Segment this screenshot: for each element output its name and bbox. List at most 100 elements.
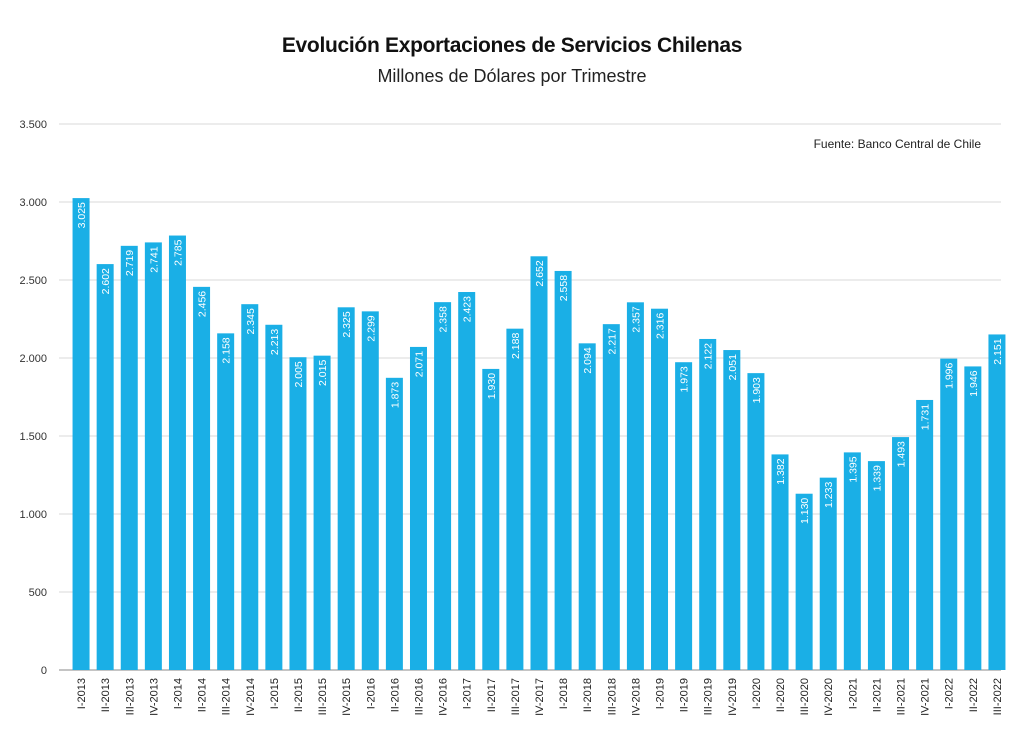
data-label: 2.071 xyxy=(413,351,425,377)
bar xyxy=(168,235,186,671)
bar xyxy=(723,350,741,670)
x-tick-label: II-2015 xyxy=(293,678,305,712)
y-tick-label: 0 xyxy=(41,665,47,677)
bar xyxy=(385,377,403,670)
bar xyxy=(120,245,138,670)
data-label: 2.094 xyxy=(582,347,594,373)
bar xyxy=(96,264,114,670)
bar xyxy=(458,292,476,670)
bar xyxy=(409,346,427,670)
data-label: 1.903 xyxy=(751,377,763,403)
bar xyxy=(795,493,813,670)
data-label: 2.741 xyxy=(148,246,160,272)
x-tick-label: II-2019 xyxy=(679,678,691,712)
data-label: 2.602 xyxy=(100,268,112,294)
bar xyxy=(771,454,789,670)
y-tick-label: 2.500 xyxy=(19,275,47,287)
data-label: 2.456 xyxy=(197,291,209,317)
data-label: 1.339 xyxy=(871,465,883,491)
data-label: 2.325 xyxy=(341,311,353,337)
bar xyxy=(867,461,885,670)
data-label: 1.973 xyxy=(679,366,691,392)
bar xyxy=(819,477,837,670)
x-tick-label: II-2016 xyxy=(389,678,401,712)
data-label: 2.005 xyxy=(293,361,305,387)
bar xyxy=(940,358,958,670)
x-tick-label: IV-2020 xyxy=(823,678,835,716)
data-label: 1.996 xyxy=(944,362,956,388)
y-tick-label: 3.500 xyxy=(19,119,47,131)
x-tick-label: II-2017 xyxy=(486,678,498,712)
bar xyxy=(651,308,669,670)
bar xyxy=(482,368,500,670)
x-tick-label: IV-2018 xyxy=(630,678,642,716)
data-label: 2.558 xyxy=(558,275,570,301)
x-tick-label: I-2019 xyxy=(655,678,667,709)
bar xyxy=(289,357,307,670)
data-label: 1.493 xyxy=(896,441,908,467)
x-tick-label: III-2013 xyxy=(124,678,136,715)
data-label: 2.217 xyxy=(606,328,618,354)
source-note: Fuente: Banco Central de Chile xyxy=(814,137,982,151)
data-label: 2.051 xyxy=(727,354,739,380)
data-label: 1.873 xyxy=(389,382,401,408)
y-tick-label: 1.500 xyxy=(19,431,47,443)
x-tick-label: I-2022 xyxy=(944,678,956,709)
data-label: 2.158 xyxy=(221,337,233,363)
bar xyxy=(265,324,283,670)
x-tick-label: III-2015 xyxy=(317,678,329,715)
x-tick-label: III-2022 xyxy=(992,678,1004,715)
x-tick-label: II-2014 xyxy=(197,678,209,712)
bar xyxy=(699,338,717,670)
bar xyxy=(675,362,693,670)
x-tick-label: II-2021 xyxy=(871,678,883,712)
data-label: 2.188 xyxy=(510,333,522,359)
data-label: 1.946 xyxy=(968,370,980,396)
data-label: 1.382 xyxy=(775,458,787,484)
bar xyxy=(530,256,548,670)
bar xyxy=(964,366,982,670)
bar xyxy=(988,334,1006,670)
bar xyxy=(313,355,331,670)
data-label: 1.395 xyxy=(847,456,859,482)
x-axis: I-2013 II-2013 III-2013 IV-2013 I-2014 II-201… xyxy=(76,678,1004,716)
data-label: 2.015 xyxy=(317,360,329,386)
y-tick-label: 500 xyxy=(29,587,47,599)
data-label: 2.719 xyxy=(124,250,136,276)
bar xyxy=(747,373,765,670)
data-label: 2.316 xyxy=(655,313,667,339)
data-label: 2.357 xyxy=(630,306,642,332)
x-tick-label: I-2016 xyxy=(365,678,377,709)
x-tick-label: II-2018 xyxy=(582,678,594,712)
bar xyxy=(843,452,861,670)
bar xyxy=(72,198,90,670)
bar xyxy=(916,399,934,670)
data-label: 2.785 xyxy=(172,239,184,265)
bar xyxy=(892,437,910,670)
data-label: 2.358 xyxy=(438,306,450,332)
data-label: 1.233 xyxy=(823,481,835,507)
data-label: 1.930 xyxy=(486,373,498,399)
x-tick-label: III-2019 xyxy=(703,678,715,715)
x-tick-label: III-2016 xyxy=(413,678,425,715)
x-tick-label: III-2021 xyxy=(896,678,908,715)
x-tick-label: IV-2021 xyxy=(920,678,932,716)
data-label: 3.025 xyxy=(76,202,88,228)
x-tick-label: I-2015 xyxy=(269,678,281,709)
y-tick-label: 3.000 xyxy=(19,197,47,209)
x-tick-label: IV-2015 xyxy=(341,678,353,716)
x-tick-label: II-2022 xyxy=(968,678,980,712)
bar xyxy=(554,270,572,670)
x-tick-label: I-2014 xyxy=(172,678,184,709)
bar xyxy=(337,307,355,670)
data-label: 2.652 xyxy=(534,260,546,286)
bar xyxy=(217,333,235,670)
data-label: 2.122 xyxy=(703,343,715,369)
x-tick-label: III-2017 xyxy=(510,678,522,715)
x-tick-label: III-2020 xyxy=(799,678,811,715)
y-tick-label: 2.000 xyxy=(19,353,47,365)
bar xyxy=(578,343,596,670)
data-label: 1.130 xyxy=(799,498,811,524)
x-tick-label: II-2013 xyxy=(100,678,112,712)
